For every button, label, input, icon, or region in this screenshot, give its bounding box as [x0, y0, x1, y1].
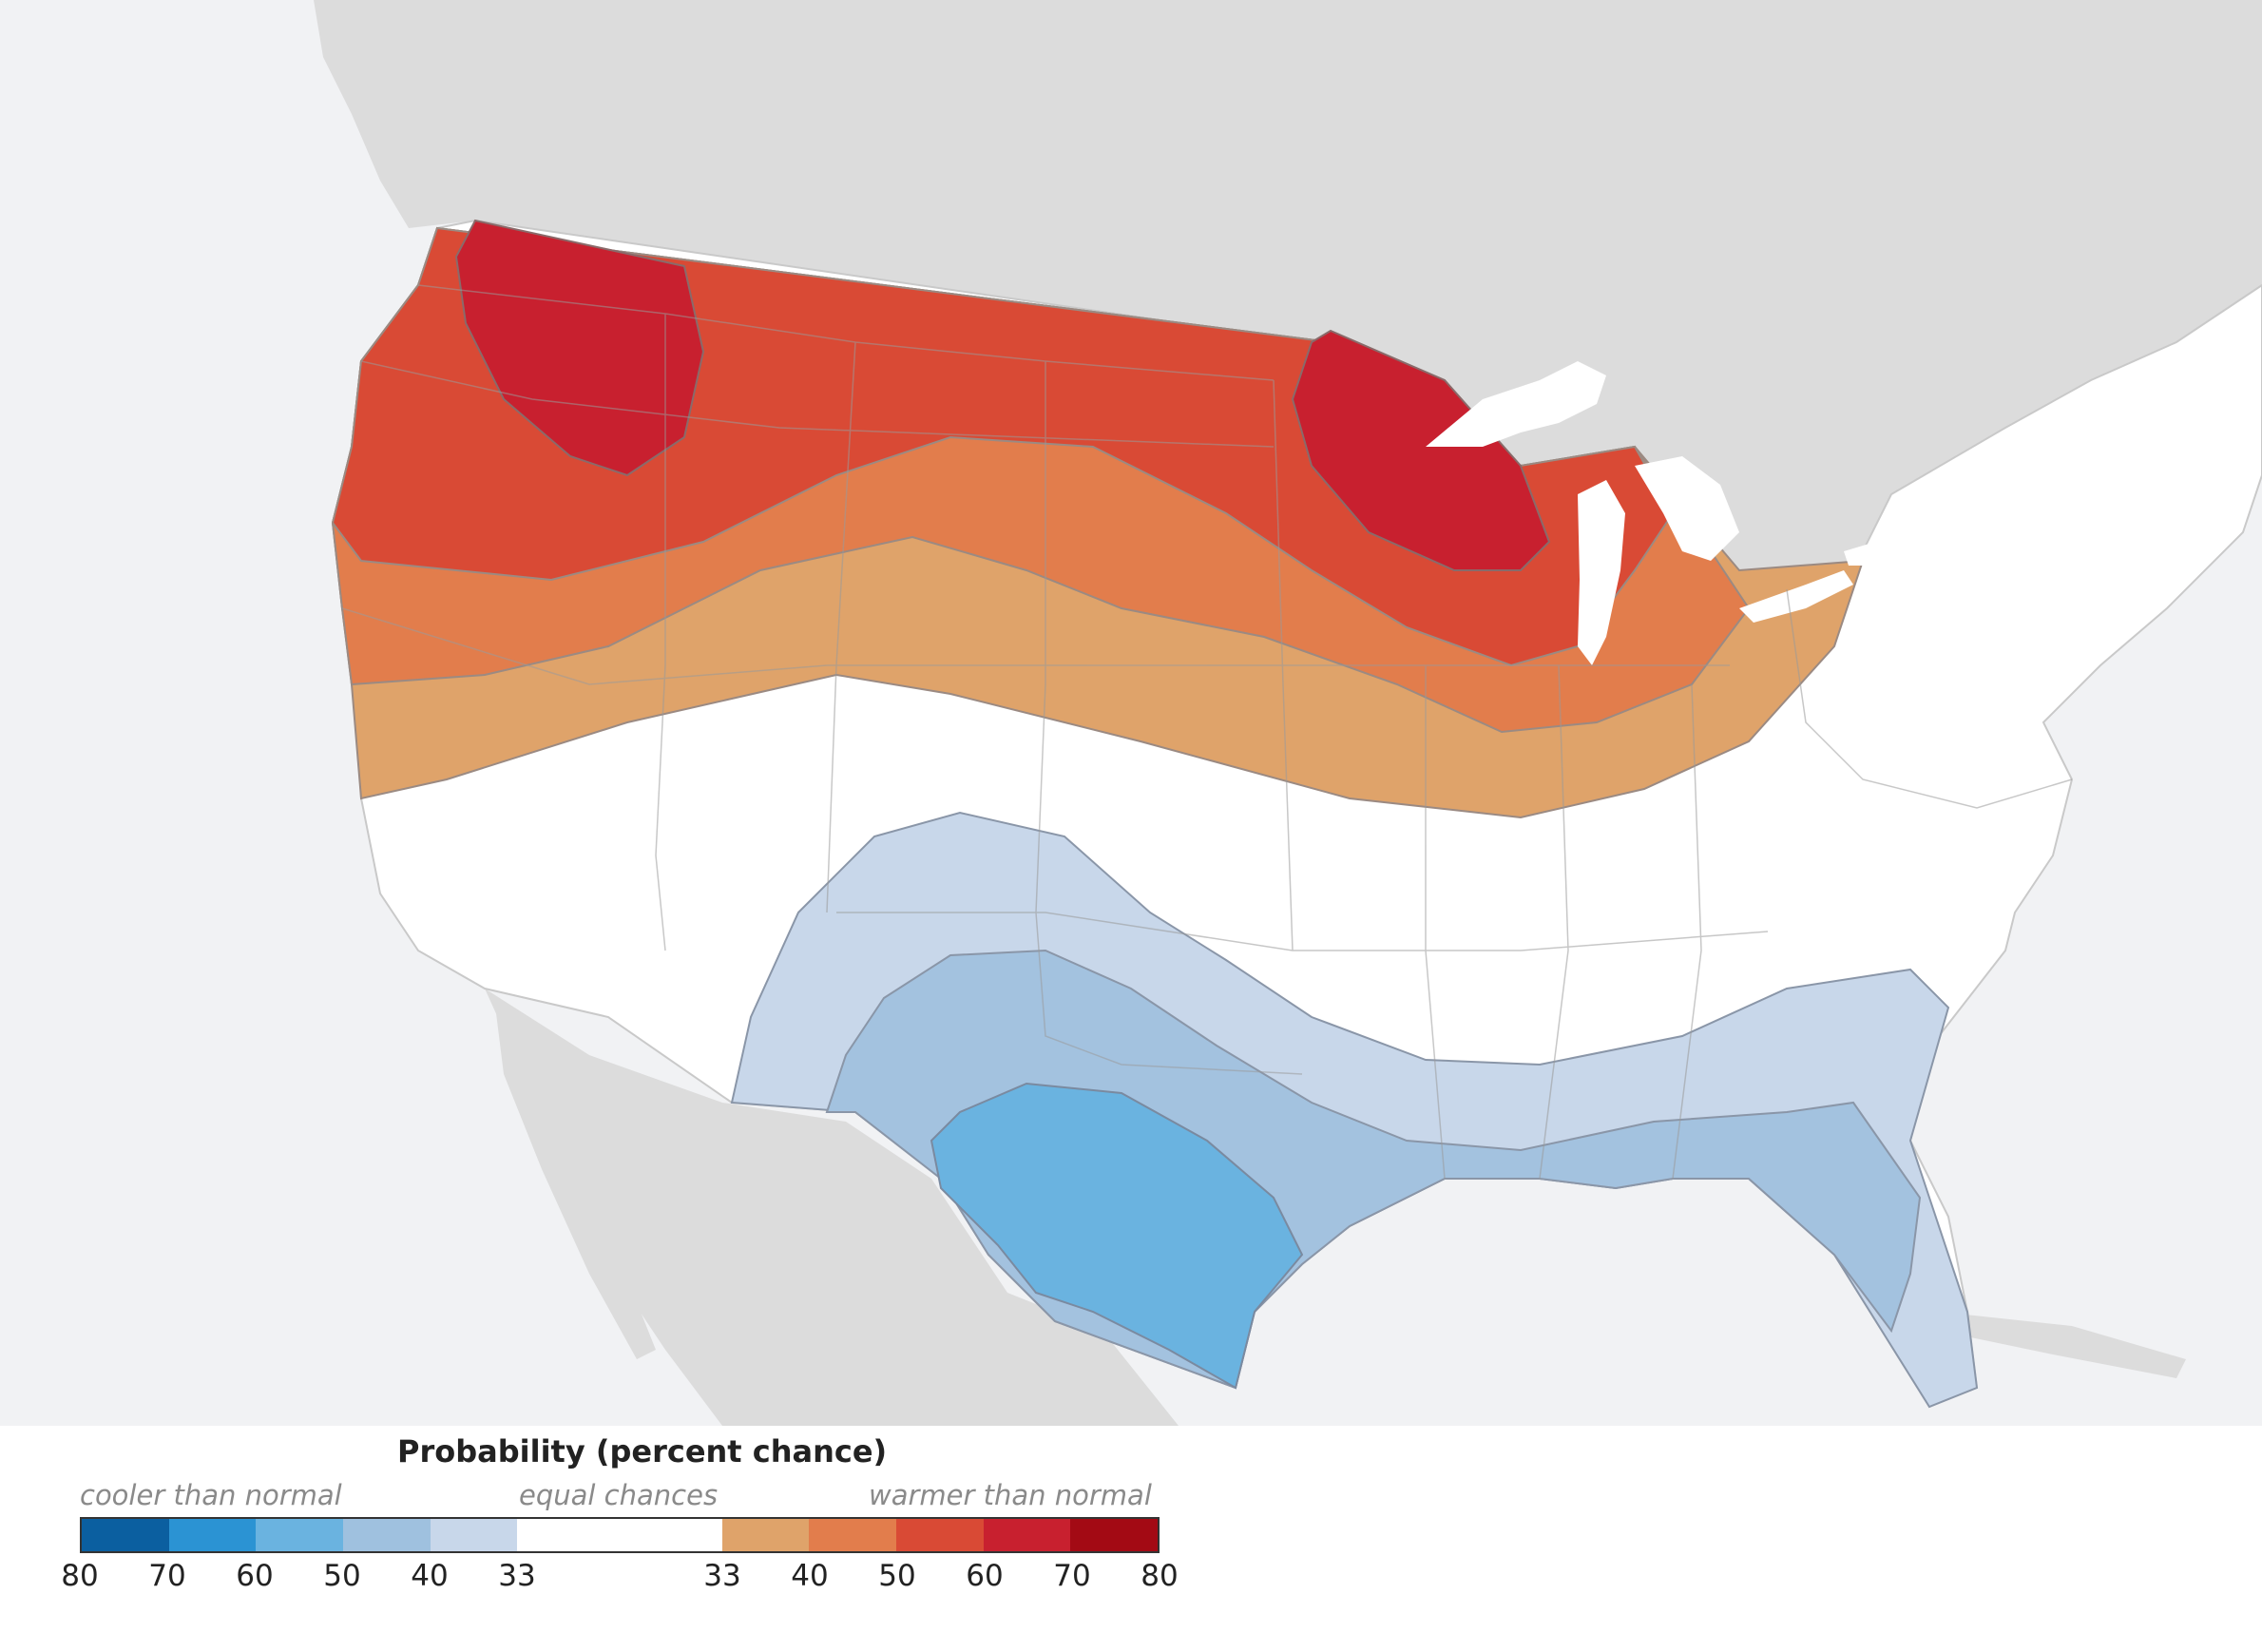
tick-label: 70	[148, 1559, 186, 1593]
tick-label: 50	[878, 1559, 916, 1593]
swatch-cool-70-80	[82, 1519, 169, 1551]
lake-erie	[1739, 570, 1853, 623]
legend-warmer-label: warmer than normal	[869, 1479, 1152, 1511]
tick-label: 33	[498, 1559, 536, 1593]
swatch-cool-60-70	[168, 1519, 257, 1551]
swatch-warm-70-80	[1070, 1519, 1158, 1551]
tick-label: 40	[791, 1559, 829, 1593]
swatch-cool-50-60	[256, 1519, 344, 1551]
mexico-landmass	[485, 989, 1179, 1426]
swatch-warm-50-60	[895, 1519, 984, 1551]
legend-title: Probability (percent chance)	[397, 1433, 888, 1470]
tick-label: 60	[966, 1559, 1004, 1593]
lake-ontario	[1844, 537, 1910, 566]
warm-60-70-zone-east	[1291, 329, 1551, 571]
tick-label: 80	[1141, 1559, 1179, 1593]
swatch-cool-40-50	[343, 1519, 431, 1551]
lake-michigan	[1578, 480, 1625, 665]
lake-huron	[1635, 456, 1739, 561]
baja-peninsula	[494, 998, 656, 1359]
tick-label: 50	[323, 1559, 361, 1593]
tick-label: 80	[61, 1559, 99, 1593]
swatch-warm-60-70	[983, 1519, 1071, 1551]
state-boundaries	[341, 284, 2073, 1180]
tick-label: 70	[1053, 1559, 1091, 1593]
legend-equal-label: equal chances	[519, 1479, 719, 1511]
tick-label: 60	[236, 1559, 274, 1593]
swatch-warm-33-40	[721, 1519, 810, 1551]
tick-label: 40	[411, 1559, 449, 1593]
swatch-cool-33-40	[430, 1519, 518, 1551]
tick-label: 33	[703, 1559, 741, 1593]
cool-50-60-zone	[930, 1082, 1304, 1390]
canada-landmass	[314, 0, 2262, 608]
cuba-island	[1939, 1312, 2186, 1378]
lake-superior	[1426, 361, 1606, 447]
outlook-map	[0, 0, 2262, 1426]
legend-cooler-label: cooler than normal	[80, 1479, 342, 1511]
swatch-equal-chances	[517, 1519, 722, 1551]
swatch-warm-40-50	[809, 1519, 896, 1551]
legend-color-scale	[80, 1517, 1160, 1553]
